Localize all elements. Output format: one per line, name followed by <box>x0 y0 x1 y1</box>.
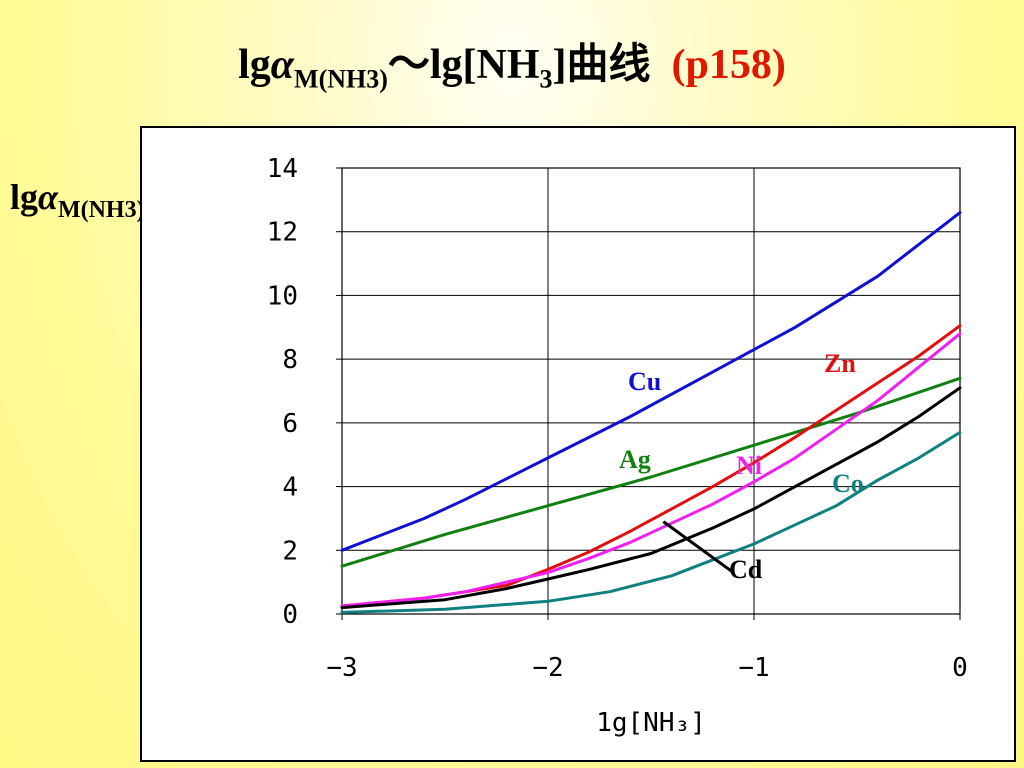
series-label-zn: Zn <box>824 349 856 378</box>
y-tick-label: 10 <box>267 281 298 311</box>
x-axis-label: 1g[NH₃] <box>596 708 706 738</box>
y-tick-label: 4 <box>282 473 298 503</box>
title-lg: lg <box>238 42 271 88</box>
chart-panel: 0 2 4 6 8 10 12 14 −3 −2 −1 0 1g[NH₃] Cu Zn Ag Ni Co Cd <box>140 126 1016 762</box>
series-label-co: Co <box>832 469 864 498</box>
y-tick-label: 0 <box>282 600 298 630</box>
series-line-ni <box>340 332 962 608</box>
title-page-ref: (p158) <box>671 42 786 88</box>
x-tick-label: −1 <box>738 653 769 683</box>
chart-plot: 0 2 4 6 8 10 12 14 −3 −2 −1 0 1g[NH₃] Cu Zn Ag Ni Co Cd <box>267 154 968 738</box>
page-title: lgαM(NH3)～lg[NH3]曲线 (p158) <box>0 30 1024 94</box>
series-label-cd: Cd <box>729 555 763 584</box>
x-tick-label: −3 <box>326 653 357 683</box>
y-tick-label: 14 <box>267 154 298 184</box>
series-line-zn <box>340 324 962 608</box>
series-line-co <box>340 430 962 614</box>
series-label-cu: Cu <box>628 367 661 396</box>
series-label-ag: Ag <box>619 445 651 474</box>
y-tick-label: 2 <box>282 536 298 566</box>
title-subscript-3: 3 <box>539 64 553 94</box>
title-suffix: ]曲线 <box>552 42 651 88</box>
x-tick-label: −2 <box>532 653 563 683</box>
ylabel-subscript: M(NH3) <box>57 197 145 224</box>
title-subscript: M(NH3) <box>294 64 388 94</box>
x-tick-label: 0 <box>952 653 968 683</box>
ylabel-lg: lg <box>10 177 39 217</box>
series-line-cu <box>340 211 962 552</box>
y-tick-label: 6 <box>282 409 298 439</box>
y-tick-label: 8 <box>282 345 298 375</box>
title-middle: ～lg[NH <box>387 42 540 88</box>
ylabel-alpha: α <box>38 177 58 217</box>
series-line-cd <box>340 386 962 610</box>
series-label-ni: Ni <box>736 451 762 480</box>
title-alpha: α <box>270 42 295 88</box>
y-tick-label: 12 <box>267 218 298 248</box>
y-axis-label: lgαM(NH3) <box>10 176 145 224</box>
cd-leader-line <box>662 520 735 574</box>
